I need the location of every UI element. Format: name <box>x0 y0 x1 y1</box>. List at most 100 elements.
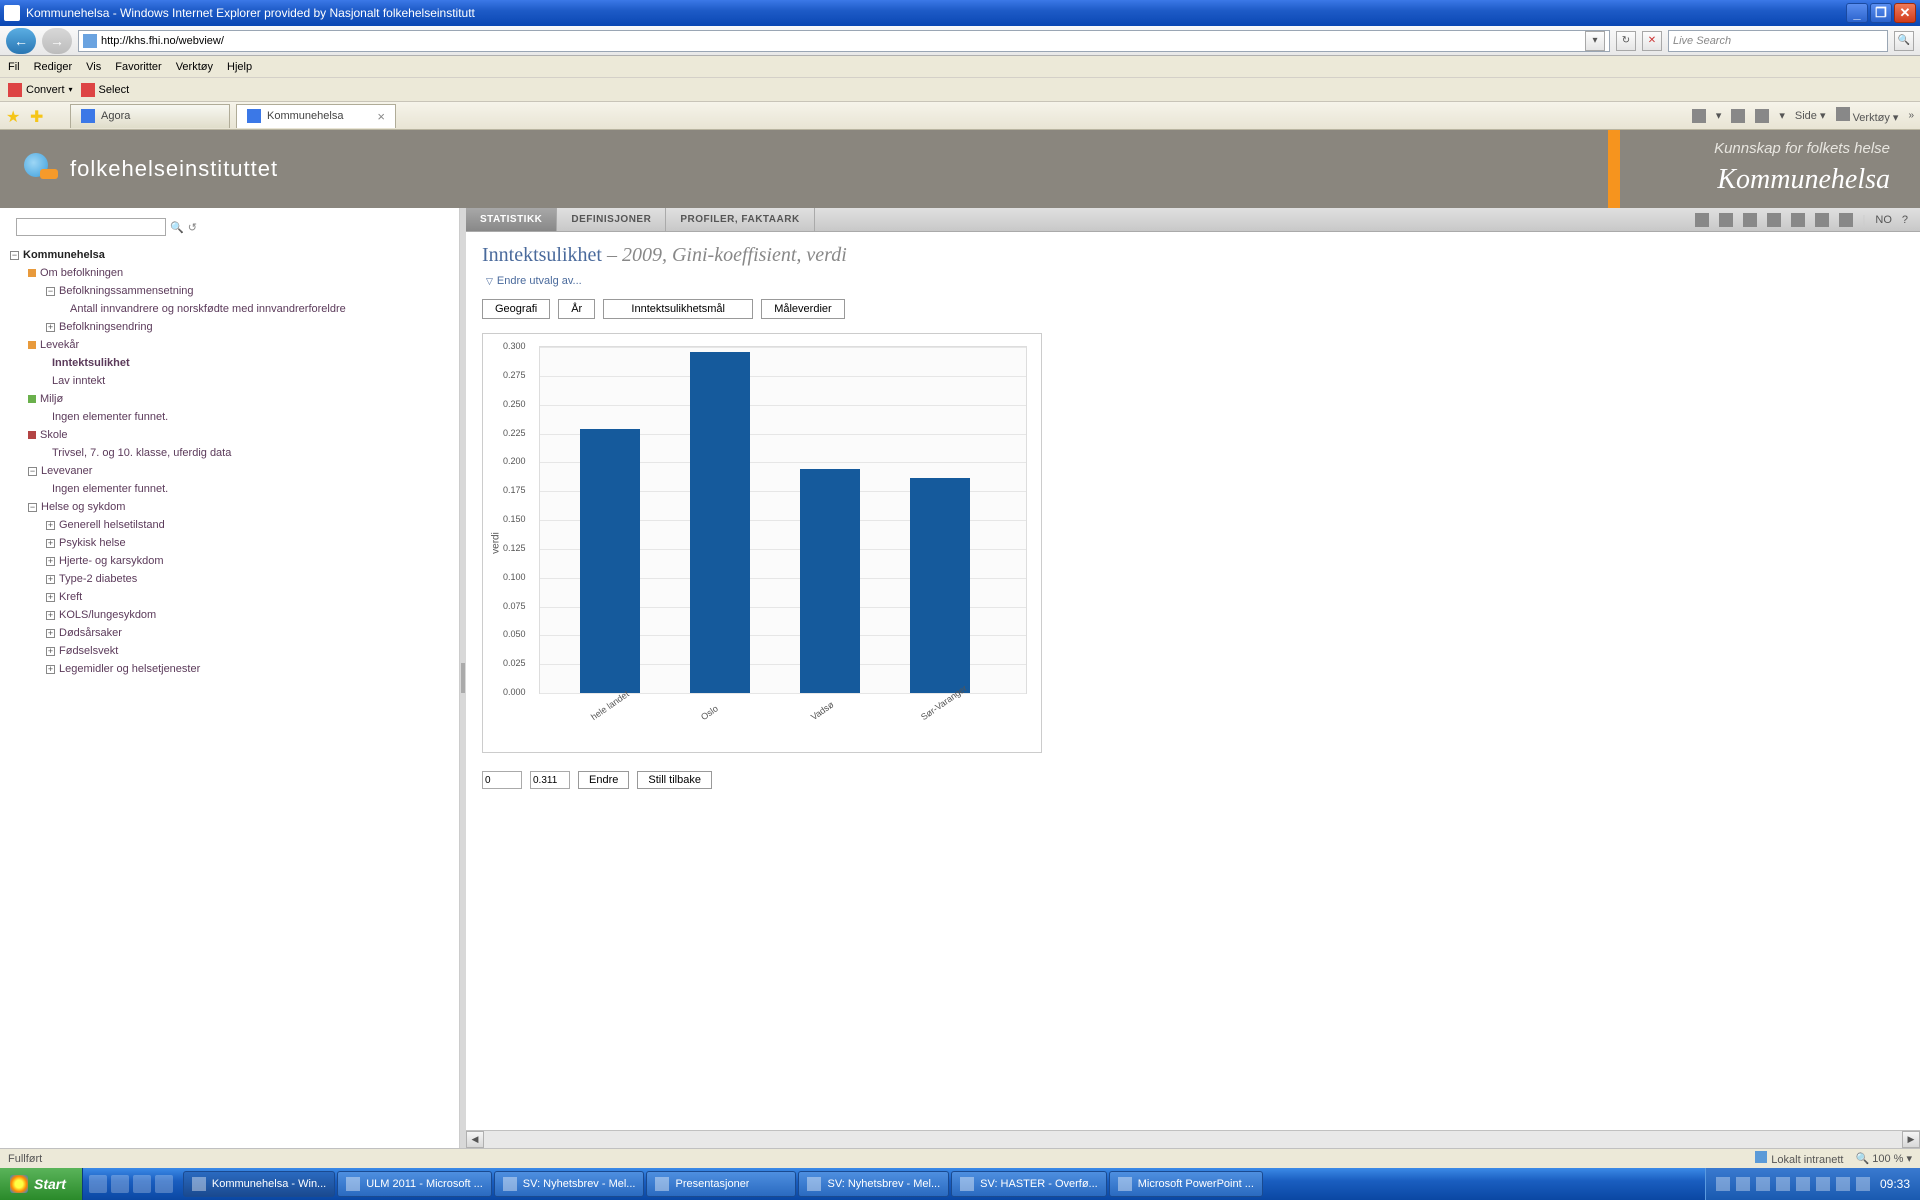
menu-vis[interactable]: Vis <box>86 61 101 73</box>
tray-icon[interactable] <box>1816 1177 1830 1191</box>
tree-psykisk[interactable]: Psykisk helse <box>46 534 459 552</box>
tree-lav-inntekt[interactable]: Lav inntekt <box>46 372 459 390</box>
tool-icon-4[interactable] <box>1767 213 1781 227</box>
tool-icon-7[interactable] <box>1839 213 1853 227</box>
menu-rediger[interactable]: Rediger <box>34 61 73 73</box>
tray-icon[interactable] <box>1716 1177 1730 1191</box>
add-favorite-icon[interactable]: ✚ <box>30 107 48 125</box>
tree-kreft[interactable]: Kreft <box>46 588 459 606</box>
minimize-button[interactable]: _ <box>1846 3 1868 23</box>
tree-dod[interactable]: Dødsårsaker <box>46 624 459 642</box>
favorites-star-icon[interactable]: ★ <box>6 107 24 125</box>
addr-dropdown[interactable]: ▾ <box>1585 31 1605 51</box>
menu-hjelp[interactable]: Hjelp <box>227 61 252 73</box>
tool-icon-5[interactable] <box>1791 213 1805 227</box>
tree-om-befolkningen[interactable]: Om befolkningen <box>28 264 459 282</box>
ql-icon[interactable] <box>111 1175 129 1193</box>
tab-agora[interactable]: Agora <box>70 104 230 128</box>
address-bar[interactable]: http://khs.fhi.no/webview/ ▾ <box>78 30 1610 52</box>
tray-icon[interactable] <box>1776 1177 1790 1191</box>
tree-hjerte[interactable]: Hjerte- og karsykdom <box>46 552 459 570</box>
maximize-button[interactable]: ❐ <box>1870 3 1892 23</box>
search-box[interactable]: Live Search <box>1668 30 1888 52</box>
feed-icon[interactable] <box>1731 109 1745 123</box>
tools-menu[interactable]: Verktøy ▾ <box>1836 107 1899 124</box>
endre-button[interactable]: Endre <box>578 771 629 789</box>
ql-icon[interactable] <box>155 1175 173 1193</box>
menu-favoritter[interactable]: Favoritter <box>115 61 161 73</box>
tab-profiler[interactable]: PROFILER, FAKTAARK <box>666 208 814 231</box>
back-button[interactable]: ← <box>6 28 36 54</box>
select-button[interactable]: Select <box>81 83 130 97</box>
taskbar-task[interactable]: ULM 2011 - Microsoft ... <box>337 1171 492 1197</box>
tree-miljo[interactable]: Miljø <box>28 390 459 408</box>
tray-icon[interactable] <box>1736 1177 1750 1191</box>
taskbar-task[interactable]: Microsoft PowerPoint ... <box>1109 1171 1263 1197</box>
tree-root[interactable]: Kommunehelsa <box>10 246 459 264</box>
home-icon[interactable] <box>1692 109 1706 123</box>
tree-innvandrere[interactable]: Antall innvandrere og norskfødte med inn… <box>64 300 459 318</box>
forward-button[interactable]: → <box>42 28 72 54</box>
print-icon[interactable] <box>1755 109 1769 123</box>
taskbar-task[interactable]: Presentasjoner <box>646 1171 796 1197</box>
tool-icon-3[interactable] <box>1743 213 1757 227</box>
fhi-logo[interactable]: folkehelseinstituttet <box>24 151 278 187</box>
still-tilbake-button[interactable]: Still tilbake <box>637 771 712 789</box>
filter-maal[interactable]: Inntektsulikhetsmål <box>603 299 753 319</box>
tool-icon-6[interactable] <box>1815 213 1829 227</box>
tree-inntektsulikhet[interactable]: Inntektsulikhet <box>46 354 459 372</box>
tree-befolkningsendring[interactable]: Befolkningsendring <box>46 318 459 336</box>
page-menu[interactable]: Side ▾ <box>1795 109 1826 122</box>
clock[interactable]: 09:33 <box>1880 1177 1910 1191</box>
tree-levevaner[interactable]: Levevaner <box>28 462 459 480</box>
tree-diabetes[interactable]: Type-2 diabetes <box>46 570 459 588</box>
tab-definisjoner[interactable]: DEFINISJONER <box>557 208 666 231</box>
tool-icon-1[interactable] <box>1695 213 1709 227</box>
taskbar-task[interactable]: Kommunehelsa - Win... <box>183 1171 335 1197</box>
stop-button[interactable]: ✕ <box>1642 31 1662 51</box>
tree-fodsel[interactable]: Fødselsvekt <box>46 642 459 660</box>
scroll-right-icon[interactable]: ▶ <box>1902 1131 1920 1148</box>
search-go-icon[interactable]: 🔍 <box>170 221 184 234</box>
taskbar-task[interactable]: SV: Nyhetsbrev - Mel... <box>798 1171 949 1197</box>
start-button[interactable]: Start <box>0 1168 83 1200</box>
range-min-input[interactable] <box>482 771 522 789</box>
menu-verktoy[interactable]: Verktøy <box>176 61 213 73</box>
search-clear-icon[interactable]: ↺ <box>188 221 197 234</box>
menu-fil[interactable]: Fil <box>8 61 20 73</box>
filter-verdier[interactable]: Måleverdier <box>761 299 844 319</box>
tree-skole[interactable]: Skole <box>28 426 459 444</box>
taskbar-task[interactable]: SV: Nyhetsbrev - Mel... <box>494 1171 645 1197</box>
tab-close-icon[interactable]: × <box>377 109 385 124</box>
range-max-input[interactable] <box>530 771 570 789</box>
filter-aar[interactable]: År <box>558 299 595 319</box>
tree-befolkningssammensetning[interactable]: Befolkningssammensetning <box>46 282 459 300</box>
tree-levekar[interactable]: Levekår <box>28 336 459 354</box>
lang-no[interactable]: NO <box>1875 214 1892 226</box>
taskbar-task[interactable]: SV: HASTER - Overfø... <box>951 1171 1107 1197</box>
tab-statistikk[interactable]: STATISTIKK <box>466 208 557 231</box>
tray-icon[interactable] <box>1756 1177 1770 1191</box>
tree-trivsel[interactable]: Trivsel, 7. og 10. klasse, uferdig data <box>46 444 459 462</box>
tab-kommunehelsa[interactable]: Kommunehelsa × <box>236 104 396 128</box>
refresh-button[interactable]: ↻ <box>1616 31 1636 51</box>
search-go-button[interactable]: 🔍 <box>1894 31 1914 51</box>
tree-search-input[interactable] <box>16 218 166 236</box>
tray-icon[interactable] <box>1856 1177 1870 1191</box>
close-button[interactable]: ✕ <box>1894 3 1916 23</box>
tree-legemidler[interactable]: Legemidler og helsetjenester <box>46 660 459 678</box>
splitter[interactable] <box>460 208 466 1148</box>
convert-button[interactable]: Convert▾ <box>8 83 73 97</box>
help-icon[interactable]: ? <box>1902 214 1908 226</box>
filter-geografi[interactable]: Geografi <box>482 299 550 319</box>
endre-utvalg-link[interactable]: ▽Endre utvalg av... <box>486 275 1904 287</box>
scroll-left-icon[interactable]: ◀ <box>466 1131 484 1148</box>
tree-kols[interactable]: KOLS/lungesykdom <box>46 606 459 624</box>
h-scrollbar[interactable]: ◀ ▶ <box>466 1130 1920 1148</box>
zoom-level[interactable]: 🔍 100 % ▾ <box>1855 1152 1912 1165</box>
tree-generell[interactable]: Generell helsetilstand <box>46 516 459 534</box>
tray-icon[interactable] <box>1836 1177 1850 1191</box>
ql-icon[interactable] <box>133 1175 151 1193</box>
tray-icon[interactable] <box>1796 1177 1810 1191</box>
ql-icon[interactable] <box>89 1175 107 1193</box>
